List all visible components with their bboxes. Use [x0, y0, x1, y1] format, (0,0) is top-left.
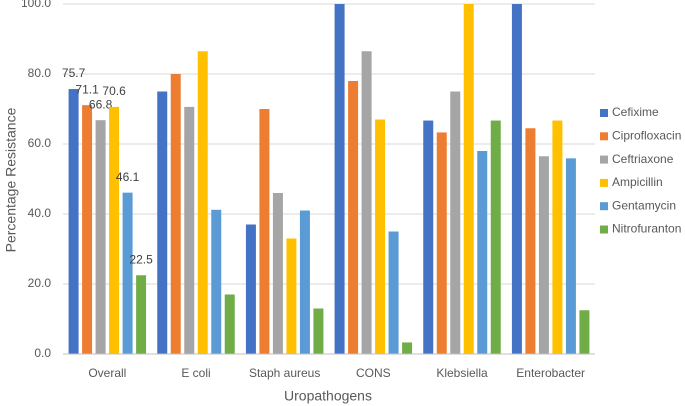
bar	[224, 294, 235, 354]
bar	[184, 106, 195, 355]
legend-label: Ciprofloxacin	[612, 128, 681, 142]
x-axis-title: Uropathogens	[284, 388, 372, 404]
y-tick-label: 0.0	[34, 346, 51, 360]
bar	[565, 158, 576, 354]
legend-label: Nitrofuranton	[612, 222, 681, 236]
value-label: 66.8	[89, 97, 113, 111]
bar	[477, 151, 488, 354]
y-tick-label: 20.0	[28, 276, 52, 290]
legend-swatch	[600, 178, 608, 187]
bar	[348, 81, 359, 354]
bar	[136, 275, 147, 354]
bar	[402, 342, 413, 354]
y-tick-label: 100.0	[21, 0, 51, 10]
x-tick-label: Klebsiella	[436, 366, 488, 380]
value-label: 75.7	[62, 66, 86, 80]
bar	[211, 209, 222, 354]
value-label: 70.6	[102, 84, 126, 98]
bar	[170, 74, 181, 354]
legend-label: Ceftriaxone	[612, 152, 674, 166]
x-tick-label: E coli	[181, 366, 210, 380]
bar	[388, 231, 399, 354]
bar	[299, 210, 310, 354]
bar	[157, 91, 168, 354]
x-tick-label: Overall	[88, 366, 126, 380]
bar	[525, 128, 536, 354]
bar	[122, 192, 133, 354]
legend-swatch	[600, 202, 608, 211]
bar	[197, 51, 208, 354]
bar	[490, 120, 501, 354]
legend-label: Cefixime	[612, 105, 659, 119]
legend-swatch	[600, 132, 608, 141]
legend-swatch	[600, 109, 608, 117]
bar	[313, 308, 324, 354]
legend-swatch	[600, 225, 608, 234]
bar	[552, 120, 563, 354]
y-tick-label: 40.0	[28, 206, 52, 220]
y-tick-label: 60.0	[28, 136, 52, 150]
bar	[68, 89, 79, 355]
bar	[361, 51, 372, 354]
bar	[109, 106, 120, 355]
bar	[538, 156, 549, 354]
legend-swatch	[600, 155, 608, 164]
value-label: 46.1	[116, 170, 140, 184]
bar	[245, 224, 256, 354]
bar	[334, 4, 345, 354]
x-tick-label: Enterobacter	[516, 366, 585, 380]
bar	[82, 105, 93, 355]
value-label: 71.1	[75, 82, 99, 96]
legend-label: Gentamycin	[612, 198, 676, 212]
bar	[450, 91, 461, 354]
bar	[272, 193, 283, 354]
y-axis-title: Percentage Resistance	[3, 107, 19, 252]
value-label: 22.5	[129, 252, 153, 266]
bar	[259, 109, 270, 354]
bar	[511, 4, 522, 354]
bar	[423, 120, 434, 354]
bar	[95, 120, 106, 354]
bar	[436, 132, 447, 354]
bar	[375, 119, 386, 354]
bar	[579, 310, 590, 354]
x-tick-label: CONS	[356, 366, 391, 380]
bar	[463, 4, 474, 354]
legend-label: Ampicillin	[612, 175, 663, 189]
bar	[286, 238, 297, 354]
x-tick-label: Staph aureus	[249, 366, 320, 380]
y-tick-label: 80.0	[28, 66, 52, 80]
